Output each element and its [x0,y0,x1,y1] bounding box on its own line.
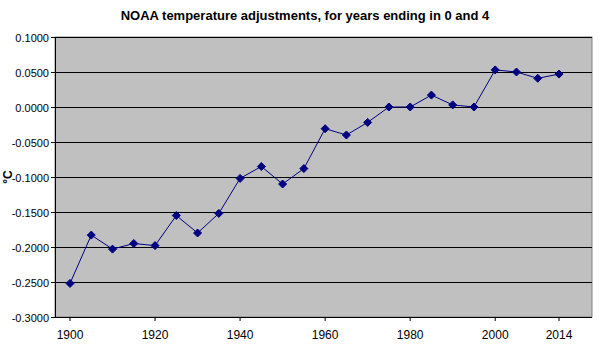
x-tick-label: 2000 [482,328,509,342]
data-point [342,131,350,139]
y-tick-label: -0.2000 [12,242,49,254]
x-tick [495,317,496,321]
x-tick [240,317,241,321]
grid-line [55,72,592,73]
data-point [172,212,180,220]
y-axis [55,37,56,317]
data-point [385,103,393,111]
x-tick [410,317,411,321]
x-tick [325,317,326,321]
data-point [470,103,478,111]
data-point [364,118,372,126]
data-point [257,163,265,171]
data-point [151,242,159,250]
grid-line [55,317,592,318]
grid-line [55,247,592,248]
data-point [555,70,563,78]
y-tick-label: 0.0500 [15,67,49,79]
y-tick [51,142,55,143]
y-tick [51,282,55,283]
x-tick-label: 1960 [312,328,339,342]
grid-line [55,37,592,38]
series-group [66,66,563,288]
x-tick [559,317,560,321]
data-point [512,68,520,76]
data-point [491,66,499,74]
data-point [427,91,435,99]
chart-container: 0.1000 0.0500 0.0000 -0.0500 -0.1000 -0.1500 -… [0,0,610,350]
x-tick-label: 2014 [546,328,573,342]
y-tick [51,107,55,108]
data-point [300,165,308,173]
data-point [87,231,95,239]
y-tick-label: -0.1000 [12,172,49,184]
y-tick-label: -0.3000 [12,312,49,324]
data-point [279,180,287,188]
x-tick [70,317,71,321]
y-tick-label: -0.0500 [12,137,49,149]
y-axis-label: °C [1,170,15,184]
grid-line [55,177,592,178]
data-point [194,229,202,237]
data-point [109,245,117,253]
x-tick-label: 1980 [397,328,424,342]
data-point [236,174,244,182]
data-point [406,103,414,111]
data-point [449,101,457,109]
y-tick [51,212,55,213]
y-tick [51,317,55,318]
y-tick [51,247,55,248]
y-tick-label: -0.1500 [12,207,49,219]
data-point [130,240,138,248]
y-tick [51,37,55,38]
y-tick-label: 0.0000 [15,102,49,114]
x-axis [55,317,592,318]
x-tick-label: 1920 [142,328,169,342]
data-point [215,209,223,217]
grid-line [55,212,592,213]
y-tick [51,177,55,178]
grid-line [55,282,592,283]
x-tick [155,317,156,321]
y-tick-label: 0.1000 [15,32,49,44]
x-tick-label: 1900 [57,328,84,342]
grid-line [55,142,592,143]
plot-area [55,37,592,317]
chart-svg: 0.1000 0.0500 0.0000 -0.0500 -0.1000 -0.1500 -… [0,0,610,350]
data-point [66,279,74,287]
data-point [534,74,542,82]
grid-line [55,107,592,108]
chart-title: NOAA temperature adjustments, for years … [121,8,490,23]
data-point [321,125,329,133]
series-line [70,70,559,284]
y-tick-label: -0.2500 [12,277,49,289]
y-tick [51,72,55,73]
x-tick-label: 1940 [227,328,254,342]
